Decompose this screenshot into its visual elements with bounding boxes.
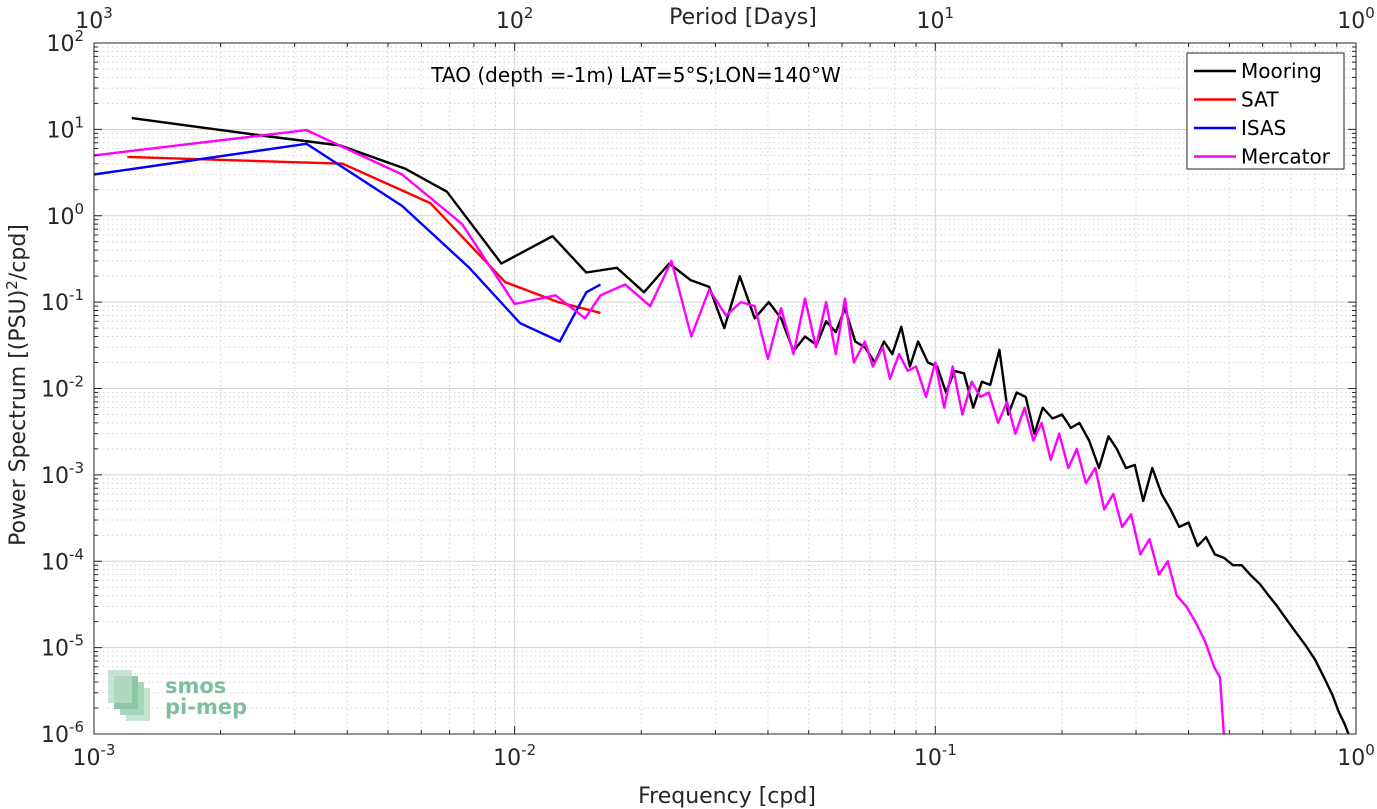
- y-tick-label-exp: 2: [74, 27, 84, 45]
- y-axis-label-main: Power Spectrum [(PSU): [6, 290, 31, 546]
- y-tick-label-exp: -1: [69, 286, 84, 304]
- chart-title: TAO (depth =-1m) LAT=5°S;LON=140°W: [430, 63, 841, 87]
- y-tick-label-base: 10: [41, 378, 69, 403]
- x-tick-label-base: 10: [493, 746, 521, 771]
- y-tick-label-base: 10: [41, 550, 69, 575]
- x2-tick-label-exp: 3: [103, 4, 113, 22]
- logo-layer-4: [108, 670, 132, 703]
- y-tick-label-exp: -2: [69, 373, 84, 391]
- legend: Mooring SAT ISAS Mercator: [1186, 52, 1345, 170]
- y-tick-label: 101: [46, 113, 84, 143]
- x2-tick-label-base: 10: [75, 9, 103, 34]
- y-tick-label-base: 10: [46, 32, 74, 57]
- tick-marks: [93, 42, 1357, 735]
- x2-tick-label-exp: 1: [945, 4, 955, 22]
- x2-tick-label-base: 10: [917, 9, 945, 34]
- series-line-isas: [93, 142, 602, 343]
- y-tick-label: 10-6: [41, 718, 84, 748]
- y-tick-label-exp: -6: [69, 718, 84, 736]
- x-tick-label-base: 10: [1337, 746, 1365, 771]
- x2-tick-label-exp: 2: [524, 4, 534, 22]
- y-tick-label: 100: [46, 200, 84, 230]
- y-tick-label-exp: -3: [69, 459, 84, 477]
- series-line-mercator: [93, 128, 1225, 735]
- legend-box: [1186, 52, 1345, 170]
- x2-tick-label-base: 10: [1337, 9, 1365, 34]
- logo-text-line2: pi-mep: [165, 695, 247, 719]
- y-tick-label-base: 10: [46, 118, 74, 143]
- x2-tick-label: 102: [496, 4, 534, 34]
- x-axis-label: Frequency [cpd]: [638, 784, 816, 809]
- y-axis-label-sup: 2: [3, 280, 21, 290]
- y-tick-label: 10-5: [41, 632, 84, 662]
- y-tick-label-base: 10: [41, 723, 69, 748]
- series-group: [93, 116, 1350, 735]
- x2-tick-label-base: 10: [496, 9, 524, 34]
- legend-label-mooring: Mooring: [1241, 59, 1322, 83]
- y-tick-label: 10-3: [41, 459, 84, 489]
- y-tick-label-base: 10: [41, 291, 69, 316]
- series-line-mooring: [131, 116, 1350, 735]
- y-axis-label: Power Spectrum [(PSU)2/cpd]: [3, 224, 31, 546]
- logo-text-line1: smos: [165, 674, 226, 698]
- y-tick-label: 10-1: [41, 286, 84, 316]
- legend-label-mercator: Mercator: [1241, 145, 1331, 169]
- x-tick-label: 10-1: [914, 741, 957, 771]
- x-tick-label-exp: -3: [101, 741, 116, 759]
- x-tick-label: 10-2: [493, 741, 536, 771]
- x-tick-label: 100: [1337, 741, 1375, 771]
- y-tick-label-exp: 0: [74, 200, 84, 218]
- x2-tick-label: 100: [1337, 4, 1375, 34]
- top-axis-label: Period [Days]: [669, 5, 817, 30]
- y-tick-label-exp: -5: [69, 632, 84, 650]
- x2-tick-label-exp: 0: [1365, 4, 1375, 22]
- y-axis-label-end: /cpd]: [6, 224, 31, 280]
- y-tick-label: 10-2: [41, 373, 84, 403]
- smos-pi-mep-logo: smos pi-mep: [108, 670, 247, 721]
- x-tick-label-base: 10: [914, 746, 942, 771]
- x2-tick-label: 101: [917, 4, 955, 34]
- x-tick-label: 10-3: [73, 741, 116, 771]
- x-tick-label-exp: -2: [521, 741, 536, 759]
- x-tick-label-exp: 0: [1365, 741, 1375, 759]
- y-tick-label: 10-4: [41, 545, 84, 575]
- x2-tick-label: 103: [75, 4, 113, 34]
- legend-label-isas: ISAS: [1241, 116, 1286, 140]
- y-tick-label-base: 10: [41, 464, 69, 489]
- y-tick-label-exp: -4: [69, 545, 84, 563]
- y-tick-label-base: 10: [41, 637, 69, 662]
- y-tick-label-base: 10: [46, 205, 74, 230]
- x-tick-label-base: 10: [73, 746, 101, 771]
- x-tick-label-exp: -1: [942, 741, 957, 759]
- legend-label-sat: SAT: [1241, 88, 1279, 112]
- y-tick-label-exp: 1: [74, 113, 84, 131]
- y-tick-label: 102: [46, 27, 84, 57]
